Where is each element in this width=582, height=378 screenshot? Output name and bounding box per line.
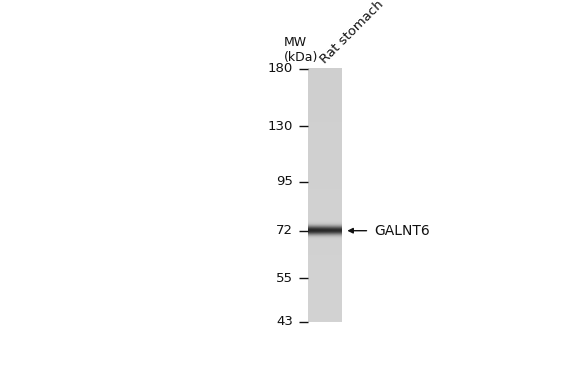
Text: 55: 55 — [276, 272, 293, 285]
Text: GALNT6: GALNT6 — [374, 224, 430, 238]
Text: 180: 180 — [268, 62, 293, 75]
Text: 43: 43 — [276, 315, 293, 328]
Text: 130: 130 — [268, 120, 293, 133]
Text: MW
(kDa): MW (kDa) — [283, 36, 318, 64]
Text: Rat stomach: Rat stomach — [318, 0, 386, 66]
Text: 72: 72 — [276, 224, 293, 237]
Text: 95: 95 — [276, 175, 293, 188]
